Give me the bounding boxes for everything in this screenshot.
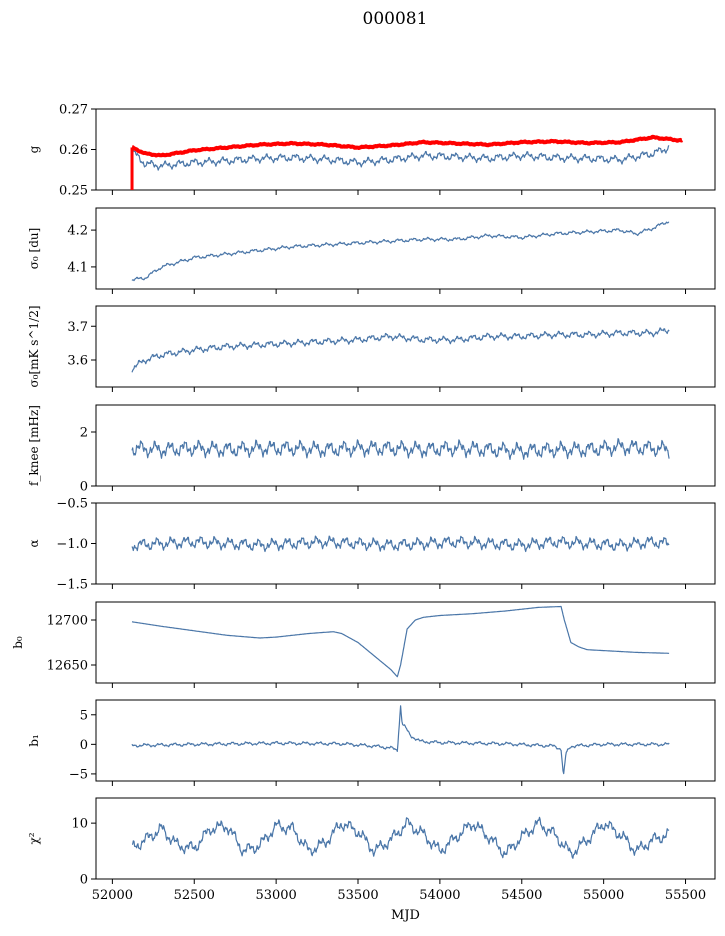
subplot-stack: 0.25 0.26 0.27 g 4.1 4.2 σ₀ [du] 3.6 3.7 σ₀[mK s^… xyxy=(11,103,716,903)
y-tick-label: 3.7 xyxy=(67,320,88,335)
series-line-1 xyxy=(131,221,670,282)
y-tick-label: 2 xyxy=(80,426,88,441)
y-axis-label: α xyxy=(27,539,41,547)
y-tick-label: 0.27 xyxy=(59,103,88,118)
y-axis-label: b₀ xyxy=(11,636,25,649)
y-tick-label: −0.5 xyxy=(56,497,88,512)
subplot-7: −5 0 5 b₁ xyxy=(27,699,716,786)
y-tick-label: 0 xyxy=(80,738,88,753)
y-tick-label: 0 xyxy=(80,873,88,888)
y-axis-label: σ₀ [du] xyxy=(27,228,41,270)
subplot-5: −1.5 −1.0 −0.5 α xyxy=(27,497,716,593)
y-axis-label: f_knee [mHz] xyxy=(27,405,41,486)
series-line-1 xyxy=(131,705,670,775)
y-tick-label: −1.5 xyxy=(56,578,88,593)
series-line-2 xyxy=(130,134,684,158)
axes-frame xyxy=(95,207,716,290)
series-line-1 xyxy=(131,535,670,553)
axes-frame xyxy=(95,699,716,782)
subplot-6: 12650 12700 b₀ xyxy=(11,601,716,688)
subplot-8: 0 10 52000 52500 53000 53500 54000 54500 55000 55… xyxy=(27,797,716,903)
y-tick-label: 3.6 xyxy=(67,354,88,369)
series-line-1 xyxy=(131,438,670,460)
y-tick-label: 12700 xyxy=(47,614,88,629)
subplot-2: 4.1 4.2 σ₀ [du] xyxy=(27,207,716,294)
figure-title: 000081 xyxy=(363,9,428,29)
x-tick-label: 54000 xyxy=(419,888,460,903)
y-tick-label: −1.0 xyxy=(56,537,88,552)
series-line-1 xyxy=(131,605,670,678)
axes-frame xyxy=(95,305,716,388)
x-tick-label: 54500 xyxy=(501,888,542,903)
x-tick-label: 55000 xyxy=(583,888,624,903)
y-tick-label: 4.2 xyxy=(67,224,88,239)
axes-frame xyxy=(95,601,716,684)
subplot-1: 0.25 0.26 0.27 g xyxy=(27,103,716,199)
x-tick-label: 53500 xyxy=(337,888,378,903)
x-tick-label: 53000 xyxy=(255,888,296,903)
y-tick-label: 4.1 xyxy=(67,260,88,275)
y-tick-label: 5 xyxy=(80,708,88,723)
y-axis-label: g xyxy=(27,145,41,153)
series-line-1 xyxy=(131,145,670,171)
x-axis-label: MJD xyxy=(391,908,420,923)
y-axis-label: σ₀[mK s^1/2] xyxy=(27,305,41,387)
x-tick-label: 52000 xyxy=(92,888,133,903)
y-axis-label: χ² xyxy=(27,832,41,844)
y-tick-label: 0.26 xyxy=(59,143,88,158)
y-tick-label: 0 xyxy=(80,480,88,495)
series-line-1 xyxy=(131,816,670,859)
x-tick-label: 52500 xyxy=(174,888,215,903)
axes-frame xyxy=(95,404,716,487)
series-line-1 xyxy=(131,327,670,373)
x-tick-label: 55500 xyxy=(665,888,706,903)
y-tick-label: 12650 xyxy=(47,659,88,674)
subplot-3: 3.6 3.7 σ₀[mK s^1/2] xyxy=(27,305,716,392)
y-tick-label: 0.25 xyxy=(59,184,88,199)
axes-frame xyxy=(95,797,716,880)
y-tick-label: 10 xyxy=(71,817,88,832)
y-axis-label: b₁ xyxy=(27,734,41,747)
y-tick-label: −5 xyxy=(69,767,88,782)
subplot-4: 0 2 f_knee [mHz] xyxy=(27,404,716,495)
